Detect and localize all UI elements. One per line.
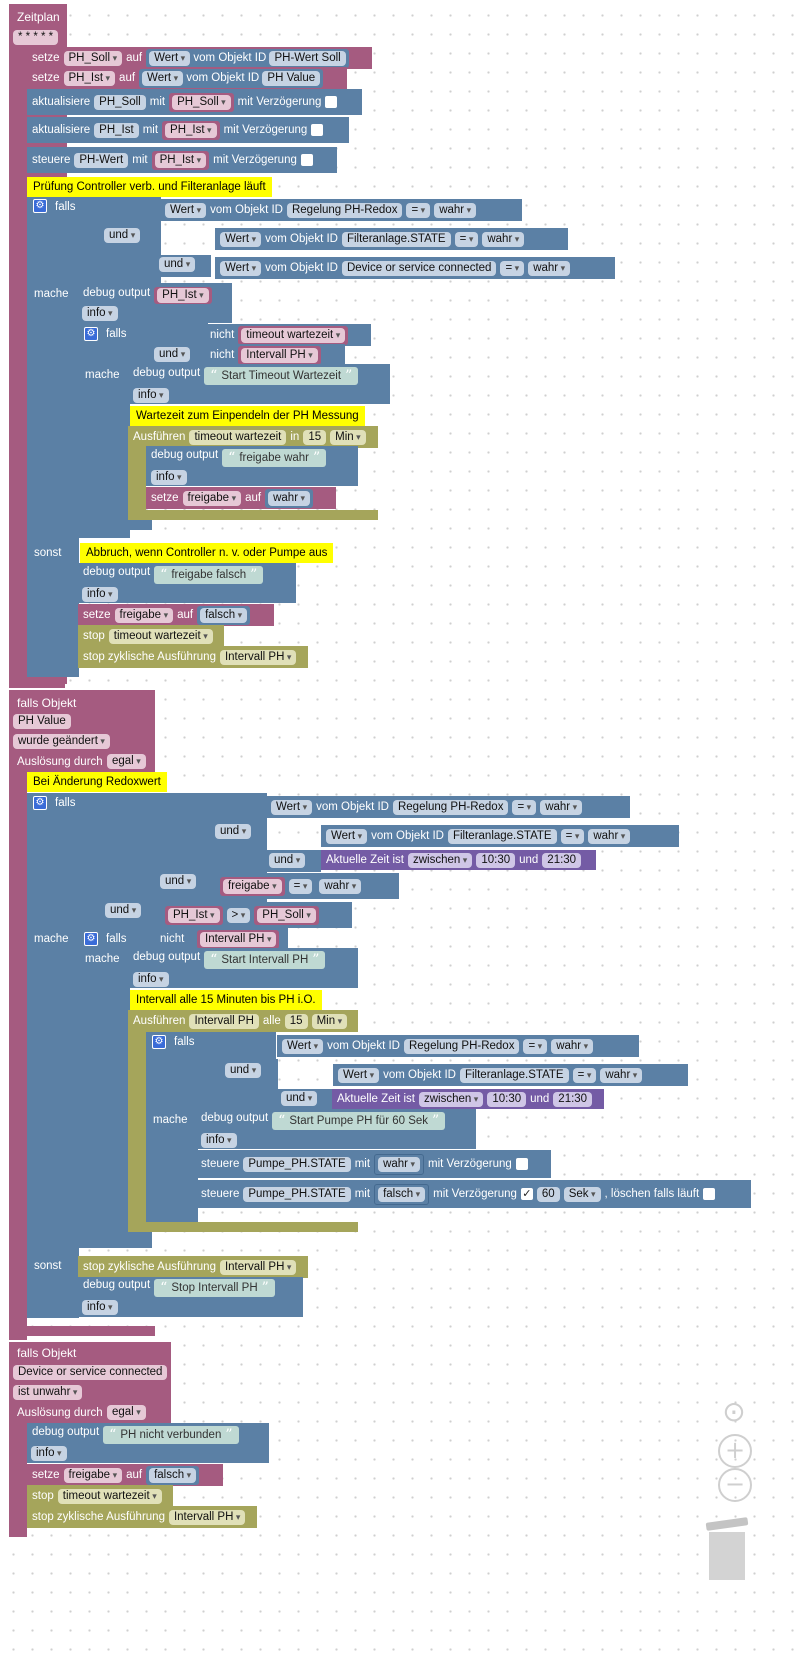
comment-block[interactable]: Bei Änderung Redoxwert xyxy=(27,772,167,792)
debug-output[interactable]: debug output “Start Intervall PH” xyxy=(128,948,358,988)
condition-compare[interactable]: PH_Ist > PH_Soll xyxy=(160,902,352,928)
trigger-title: falls Objekt xyxy=(17,696,77,710)
delay-checkbox[interactable] xyxy=(300,154,313,166)
update-ph-ist[interactable]: aktualisiere PH_Ist mit PH_Ist mit Verzö… xyxy=(27,117,349,143)
condition-dropdown[interactable]: wurde geändert xyxy=(13,734,110,749)
and-dropdown[interactable]: und xyxy=(159,257,196,272)
delay-checkbox[interactable]: ✓ xyxy=(520,1188,533,1200)
zoom-out-icon[interactable]: − xyxy=(718,1468,752,1502)
comment-block[interactable]: Abbruch, wenn Controller n. v. oder Pump… xyxy=(80,543,334,563)
zoom-in-icon[interactable]: + xyxy=(718,1434,752,1468)
log-level-dropdown[interactable]: info xyxy=(82,1300,118,1315)
trigger-title: falls Objekt xyxy=(17,1346,77,1360)
debug-output[interactable]: debug output PH_Ist xyxy=(78,283,232,323)
stop-interval[interactable]: stop zyklische Ausführung Intervall PH xyxy=(78,646,308,668)
control-pump-on[interactable]: steuere Pumpe_PH.STATE mit wahr mit Verz… xyxy=(196,1150,551,1178)
log-level-dropdown[interactable]: info xyxy=(133,972,169,987)
condition-regelung[interactable]: Wert vom Objekt ID Regelung PH-Redox = w… xyxy=(266,796,630,818)
schedule-title: Zeitplan xyxy=(17,10,60,24)
stop-interval[interactable]: stop zyklische Ausführung Intervall PH xyxy=(78,1256,308,1278)
control-pump-off[interactable]: steuere Pumpe_PH.STATE mit falsch mit Ve… xyxy=(196,1180,751,1208)
interval-block[interactable] xyxy=(128,1010,146,1232)
gear-icon[interactable]: ⚙ xyxy=(84,327,98,341)
condition-filteranlage[interactable]: Wert vom Objekt ID Filteranlage.STATE = … xyxy=(321,825,679,847)
gear-icon[interactable]: ⚙ xyxy=(84,932,98,946)
trash-icon[interactable] xyxy=(705,1517,749,1580)
log-level-dropdown[interactable]: info xyxy=(82,306,118,321)
debug-output[interactable]: debug output “PH nicht verbunden” xyxy=(27,1423,269,1463)
time-condition[interactable]: Aktuelle Zeit ist zwischen 10:30 und 21:… xyxy=(321,850,596,870)
condition-regelung[interactable]: Wert vom Objekt ID Regelung PH-Redox = w… xyxy=(160,199,522,221)
update-ph-soll[interactable]: aktualisiere PH_Soll mit PH_Soll mit Ver… xyxy=(27,89,362,115)
if-block[interactable] xyxy=(78,928,130,1248)
stop-timeout[interactable]: stop timeout wartezeit xyxy=(78,625,224,647)
gear-icon[interactable]: ⚙ xyxy=(33,199,47,213)
debug-output[interactable]: debug output “Start Pumpe PH für 60 Sek” xyxy=(196,1109,476,1149)
stop-interval[interactable]: stop zyklische Ausführung Intervall PH xyxy=(27,1506,257,1528)
cron-field[interactable]: * * * * * xyxy=(13,30,59,45)
log-level-dropdown[interactable]: info xyxy=(201,1133,237,1148)
set-freigabe[interactable]: setze freigabe auf wahr xyxy=(146,487,336,509)
gear-icon[interactable]: ⚙ xyxy=(152,1035,166,1049)
gear-icon[interactable]: ⚙ xyxy=(33,796,47,810)
delay-checkbox[interactable] xyxy=(311,124,324,136)
condition-freigabe[interactable]: freigabe = wahr xyxy=(215,873,399,899)
set-ph-ist[interactable]: setze PH_Ist auf Wert vom Objekt ID PH V… xyxy=(27,67,347,89)
condition-filteranlage[interactable]: Wert vom Objekt ID Filteranlage.STATE = … xyxy=(215,228,568,250)
comment-block[interactable]: Wartezeit zum Einpendeln der PH Messung xyxy=(130,406,365,426)
debug-output[interactable]: debug output “freigabe falsch” xyxy=(78,563,296,603)
trigger-dropdown[interactable]: egal xyxy=(107,754,146,769)
set-freigabe[interactable]: setze freigabe auf falsch xyxy=(78,604,274,626)
var-dropdown[interactable]: PH_Ist xyxy=(63,70,116,86)
debug-output[interactable]: debug output “Start Timeout Wartezeit” xyxy=(128,364,390,404)
timeout-block[interactable] xyxy=(128,426,146,520)
object-id-field[interactable]: PH-Wert Soll xyxy=(269,50,346,66)
clear-checkbox[interactable] xyxy=(703,1188,716,1200)
condition-filteranlage[interactable]: Wert vom Objekt ID Filteranlage.STATE = … xyxy=(333,1064,688,1086)
time-condition[interactable]: Aktuelle Zeit ist zwischen 10:30 und 21:… xyxy=(332,1089,604,1109)
condition-regelung[interactable]: Wert vom Objekt ID Regelung PH-Redox = w… xyxy=(277,1035,639,1057)
comment-block[interactable]: Prüfung Controller verb. und Filteranlag… xyxy=(27,177,272,197)
control-ph-wert[interactable]: steuere PH-Wert mit PH_Ist mit Verzögeru… xyxy=(27,147,337,173)
object-id-field[interactable]: PH Value xyxy=(262,70,321,86)
trigger-block[interactable] xyxy=(9,690,27,1340)
log-level-dropdown[interactable]: info xyxy=(151,470,187,485)
log-level-dropdown[interactable]: info xyxy=(82,587,118,602)
delay-checkbox[interactable] xyxy=(325,96,338,108)
log-level-dropdown[interactable]: info xyxy=(31,1446,67,1461)
condition-dropdown[interactable]: ist unwahr xyxy=(13,1385,83,1400)
recenter-icon[interactable]: ⊙ xyxy=(722,1395,746,1428)
condition-device[interactable]: Wert vom Objekt ID Device or service con… xyxy=(215,257,615,279)
var-dropdown[interactable]: PH_Soll xyxy=(63,50,123,66)
debug-output[interactable]: debug output “freigabe wahr” xyxy=(146,446,358,486)
comment-block[interactable]: Intervall alle 15 Minuten bis PH i.O. xyxy=(130,990,322,1010)
and-dropdown[interactable]: und xyxy=(104,228,141,243)
object-id-field[interactable]: PH Value xyxy=(13,714,71,729)
trigger-dropdown[interactable]: egal xyxy=(107,1405,146,1420)
set-freigabe[interactable]: setze freigabe auf falsch xyxy=(27,1464,223,1486)
stop-timeout[interactable]: stop timeout wartezeit xyxy=(27,1485,173,1507)
log-level-dropdown[interactable]: info xyxy=(133,388,169,403)
set-ph-soll[interactable]: setze PH_Soll auf Wert vom Objekt ID PH-… xyxy=(27,47,372,69)
object-id-field[interactable]: Device or service connected xyxy=(13,1365,168,1380)
delay-checkbox[interactable] xyxy=(515,1158,528,1170)
